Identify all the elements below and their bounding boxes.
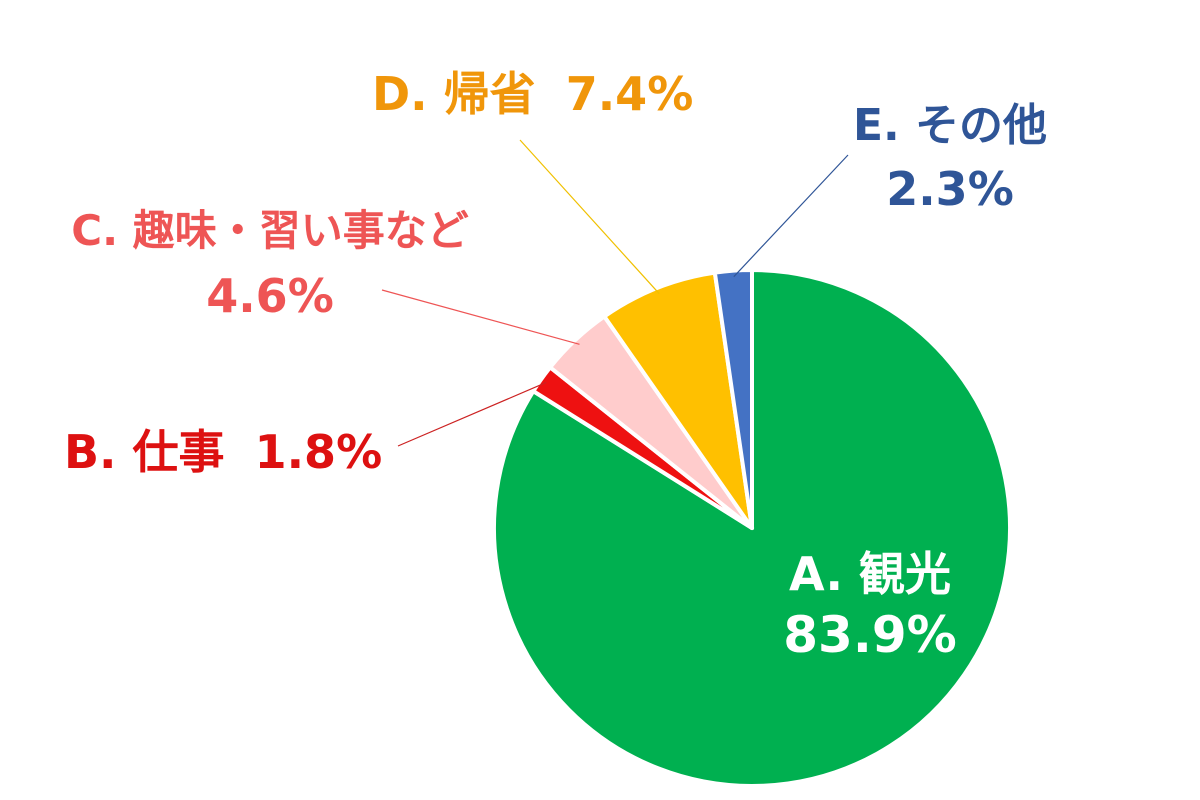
slice-c-name: C. 趣味・習い事など	[71, 206, 468, 255]
leader-lines	[381, 139, 849, 447]
slice-c-value: 4.6%	[206, 269, 334, 323]
slice-d-name: D. 帰省	[372, 67, 536, 121]
leader-line-b	[397, 381, 547, 447]
slice-b-value: 1.8%	[255, 425, 383, 479]
pie-slice-d	[602, 270, 754, 530]
slice-a-value: 83.9%	[783, 606, 956, 664]
slice-b-label: B. 仕事 1.8%	[64, 425, 382, 479]
leader-line-c	[381, 289, 580, 345]
slice-d-label: D. 帰省 7.4%	[372, 67, 693, 121]
slice-b-name: B. 仕事	[64, 425, 225, 479]
pie-slice-e	[712, 268, 754, 530]
leader-line-e	[733, 154, 849, 278]
pie-slices	[492, 268, 1012, 788]
slice-e-value: 2.3%	[886, 162, 1014, 216]
slice-d-value: 7.4%	[566, 67, 694, 121]
slice-a-name: A. 観光	[789, 547, 951, 601]
leader-line-d	[519, 139, 660, 295]
slice-e-name: E. その他	[853, 100, 1047, 151]
